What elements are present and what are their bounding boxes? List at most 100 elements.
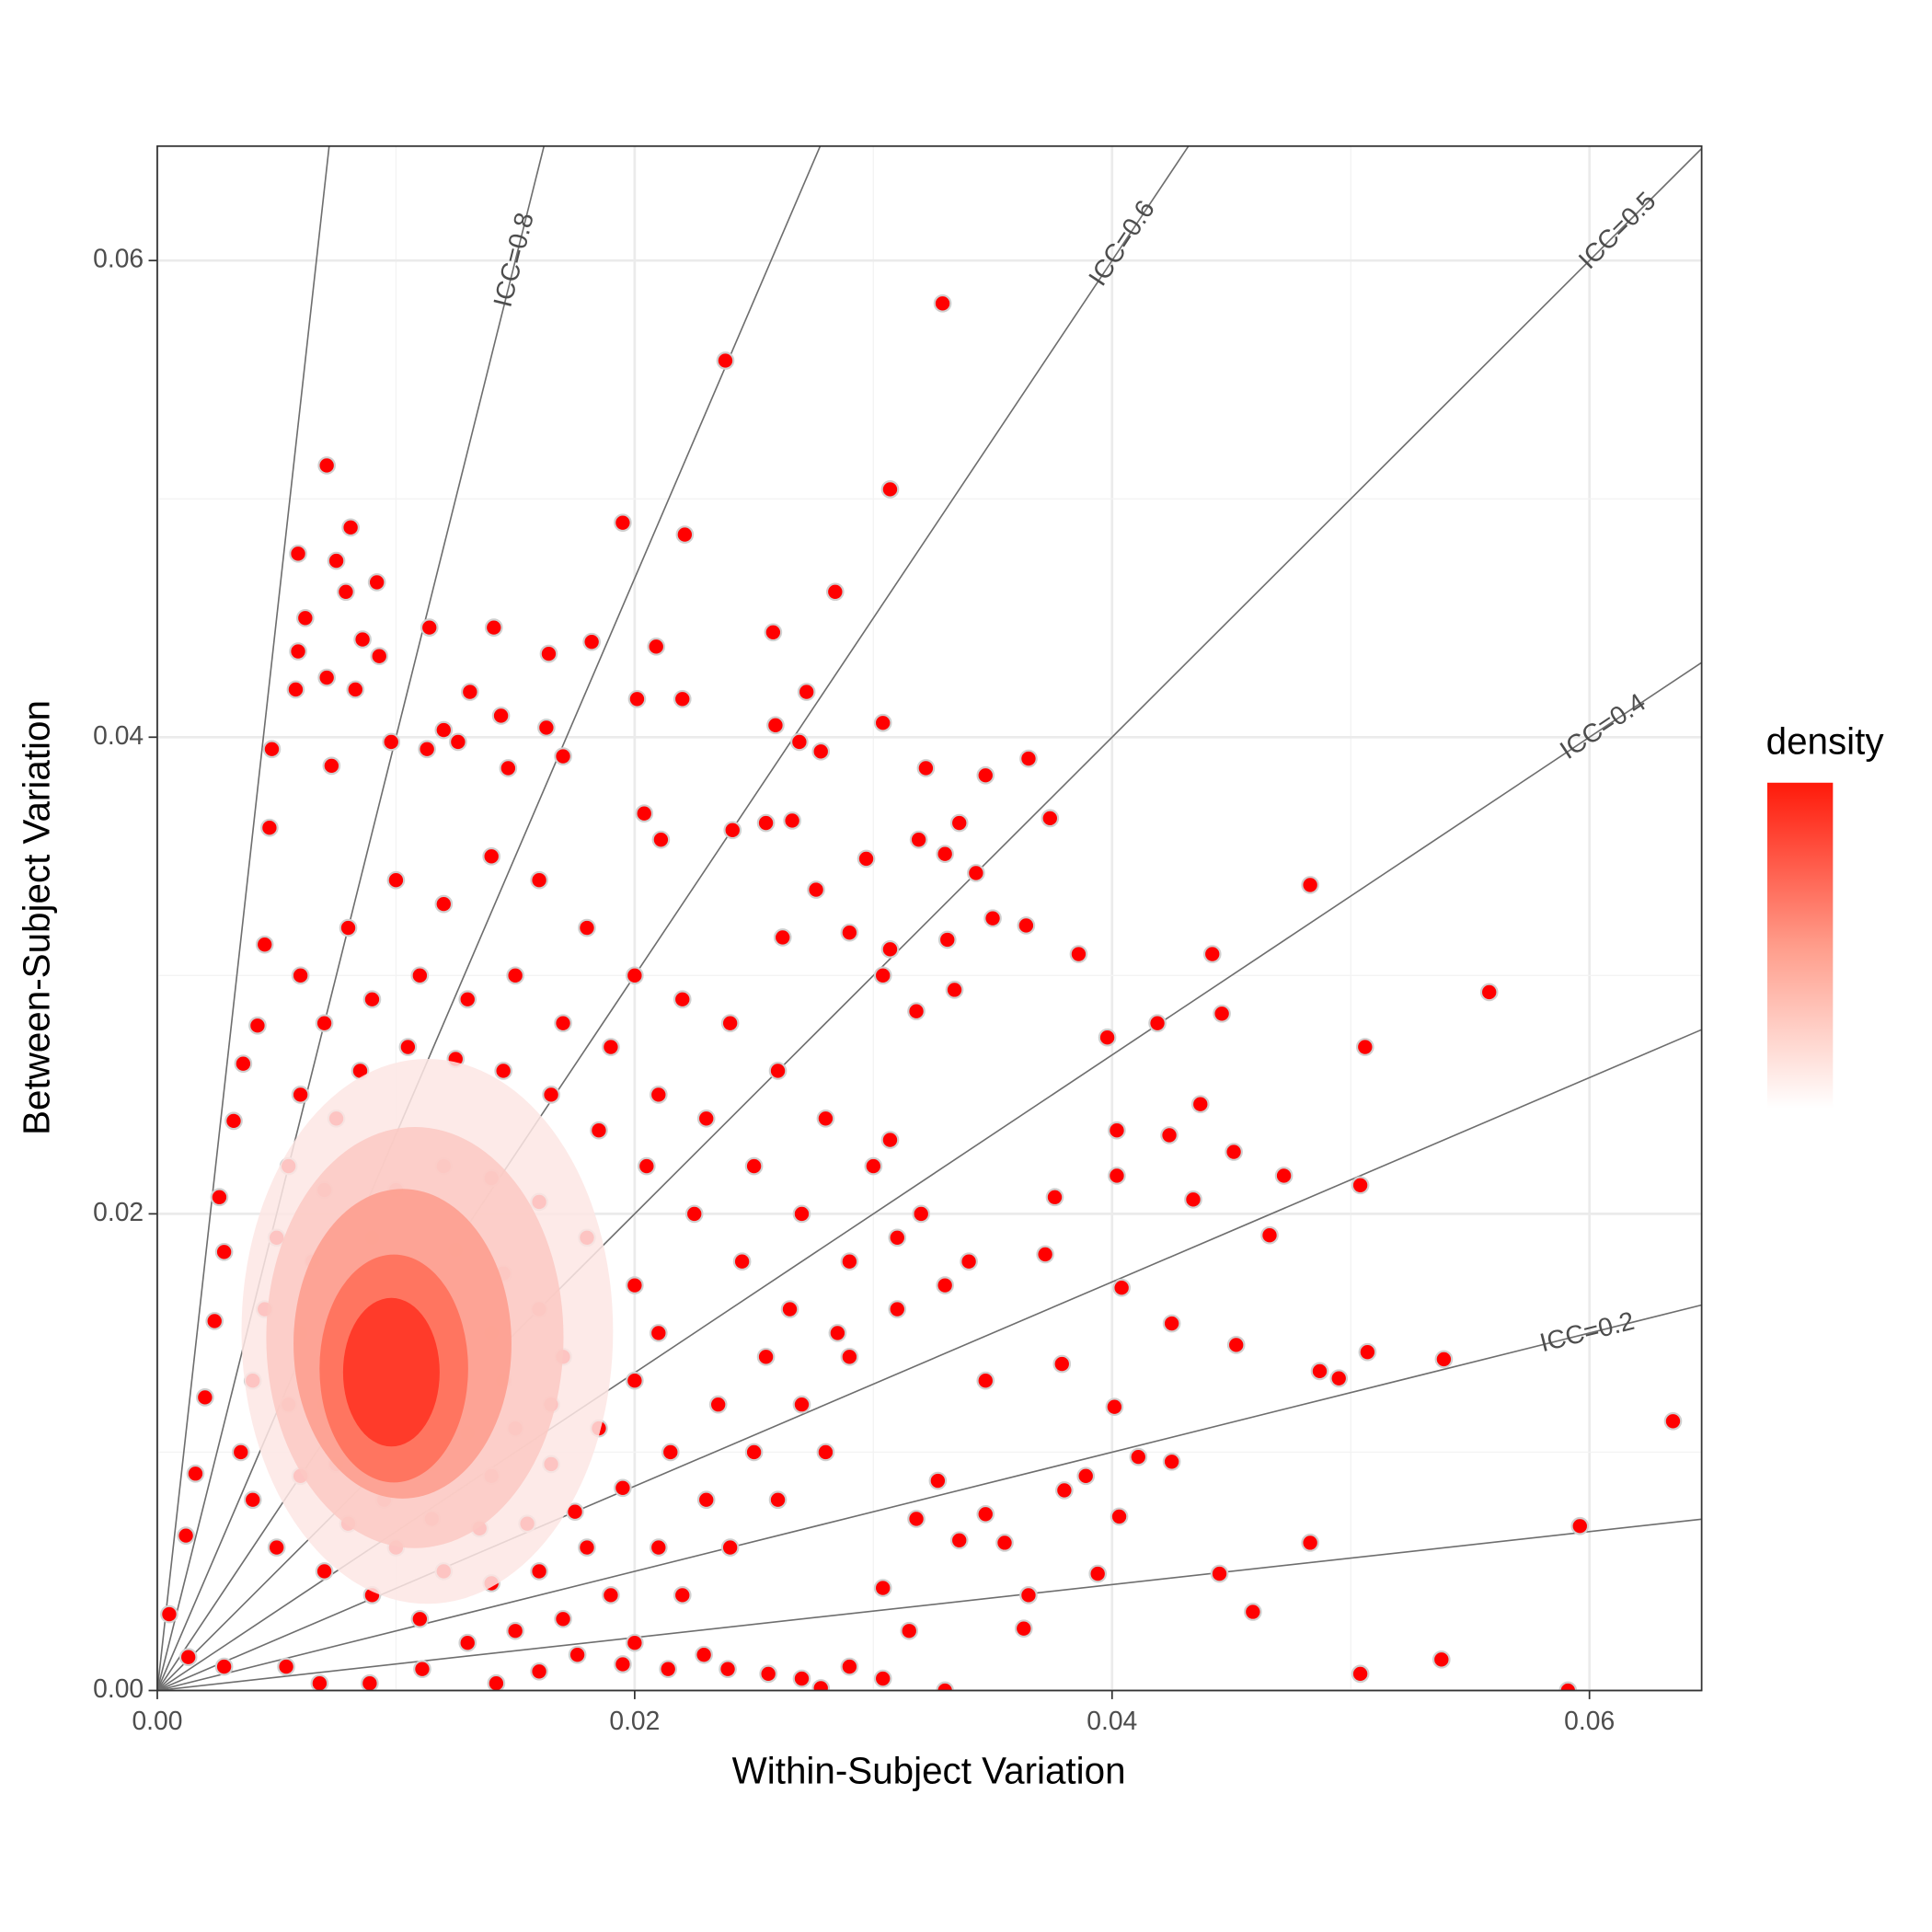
point: [840, 1252, 859, 1271]
density-region: [241, 1058, 614, 1604]
point: [262, 740, 282, 759]
point: [816, 1443, 835, 1462]
point: [626, 1276, 644, 1294]
point: [1244, 1603, 1262, 1621]
point: [840, 923, 859, 942]
point: [907, 1002, 926, 1021]
point: [291, 966, 310, 985]
point: [1434, 1350, 1454, 1369]
point: [696, 1109, 716, 1128]
point: [289, 544, 307, 563]
point: [1017, 916, 1036, 935]
point: [248, 1016, 267, 1035]
point: [196, 1388, 214, 1407]
point: [339, 918, 358, 937]
point: [418, 740, 436, 759]
point: [1045, 1188, 1064, 1207]
point: [780, 1300, 799, 1318]
point: [900, 1621, 919, 1640]
axes: 0.00 0.02 0.04 0.06 0.00 0.02 0.04 0.06: [93, 244, 1615, 1735]
icc-line: [156, 1518, 1702, 1691]
point: [907, 1510, 926, 1528]
point: [976, 1371, 995, 1390]
point: [231, 1443, 250, 1462]
point: [792, 1669, 811, 1688]
point: [790, 732, 809, 752]
point: [614, 1478, 632, 1498]
point: [1184, 1190, 1202, 1209]
point: [744, 1443, 764, 1462]
point: [792, 1395, 811, 1414]
point: [568, 1645, 587, 1664]
point: [491, 707, 511, 725]
point: [205, 1312, 224, 1330]
point: [857, 849, 876, 868]
point: [684, 1204, 704, 1224]
point: [768, 1490, 788, 1510]
point: [811, 1679, 831, 1691]
point: [1351, 1664, 1370, 1684]
point: [1160, 1126, 1179, 1144]
point: [1351, 1176, 1370, 1195]
point: [1148, 1014, 1167, 1032]
point: [933, 293, 952, 313]
point: [315, 1014, 334, 1032]
point: [807, 880, 825, 899]
point: [614, 1655, 632, 1673]
point: [434, 894, 454, 914]
point: [840, 1657, 859, 1676]
point: [367, 573, 386, 592]
point: [873, 1669, 892, 1688]
point: [783, 811, 801, 830]
point: [177, 1526, 195, 1545]
point: [1110, 1507, 1129, 1526]
point: [234, 1054, 253, 1074]
point: [590, 1121, 608, 1140]
point: [673, 690, 692, 708]
point: [651, 830, 671, 849]
point: [716, 351, 735, 370]
point: [1432, 1650, 1451, 1669]
point: [1274, 1167, 1294, 1185]
panel-border: [156, 144, 1703, 1692]
point: [186, 1464, 205, 1483]
point: [720, 1014, 740, 1032]
point: [708, 1395, 728, 1414]
point: [413, 1660, 431, 1679]
point: [160, 1604, 178, 1624]
point: [720, 1538, 740, 1557]
point: [880, 940, 900, 959]
point: [792, 1204, 811, 1224]
point: [537, 719, 556, 737]
y-axis-title: Between-Subject Variation: [16, 700, 58, 1135]
point: [1098, 1028, 1117, 1047]
x-axis-title: Within-Subject Variation: [732, 1749, 1126, 1791]
point: [370, 647, 389, 666]
point: [649, 1324, 668, 1342]
point: [1076, 1466, 1096, 1486]
point: [1329, 1369, 1349, 1387]
point: [675, 525, 695, 544]
point: [756, 1348, 776, 1366]
point: [673, 990, 692, 1009]
point: [1355, 1038, 1374, 1056]
point: [825, 582, 845, 602]
point: [1260, 1225, 1279, 1245]
point: [420, 618, 439, 637]
point: [1310, 1362, 1329, 1381]
point: [542, 1086, 560, 1104]
point: [353, 630, 372, 649]
point: [995, 1534, 1014, 1552]
point: [696, 1490, 716, 1510]
point: [499, 759, 518, 777]
point: [1225, 1143, 1243, 1161]
point: [554, 1014, 572, 1032]
point: [873, 1579, 892, 1597]
point: [873, 713, 892, 732]
point: [1301, 1534, 1319, 1552]
point: [315, 1562, 334, 1581]
point: [888, 1300, 907, 1318]
point: [695, 1645, 713, 1664]
point: [530, 1562, 548, 1581]
point: [864, 1156, 883, 1176]
